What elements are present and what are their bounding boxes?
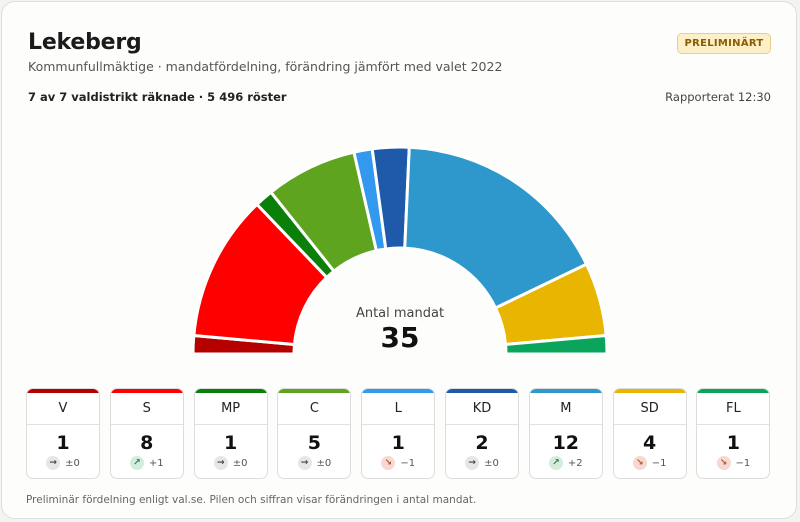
party-color-bar bbox=[110, 389, 183, 393]
party-abbreviation: FL bbox=[697, 393, 770, 425]
seat-change: → ±0 bbox=[27, 456, 99, 470]
seat-change: ↘ −1 bbox=[362, 456, 434, 470]
party-seat-count: 2 bbox=[475, 432, 489, 454]
seat-change-value: +2 bbox=[567, 457, 583, 469]
arrow-down-right-icon: ↘ bbox=[632, 456, 647, 470]
seat-change: ↘ −1 bbox=[697, 456, 769, 470]
seat-change-value: ±0 bbox=[65, 457, 80, 469]
party-tile-mp[interactable]: MP 1 → ±0 bbox=[193, 388, 268, 479]
party-color-bar bbox=[27, 389, 99, 393]
seat-change-value: ±0 bbox=[484, 457, 499, 469]
party-tile-kd[interactable]: KD 2 → ±0 bbox=[445, 388, 519, 479]
party-abbreviation: L bbox=[362, 393, 435, 425]
party-tile-v[interactable]: V 1 → ±0 bbox=[26, 388, 100, 479]
party-tile-s[interactable]: S 8 ↗ +1 bbox=[109, 388, 184, 479]
arrow-right-icon: → bbox=[46, 456, 61, 470]
party-color-bar bbox=[362, 389, 435, 393]
party-abbreviation: MP bbox=[194, 393, 267, 425]
seat-change-value: −1 bbox=[735, 457, 751, 469]
page-subtitle: Kommunfullmäktige · mandatfördelning, fö… bbox=[28, 59, 503, 74]
seat-segment-m[interactable] bbox=[403, 145, 589, 310]
party-seat-count: 12 bbox=[552, 432, 580, 454]
total-seats-value: 35 bbox=[380, 321, 420, 354]
seat-change: ↘ −1 bbox=[614, 456, 686, 470]
arrow-down-right-icon: ↘ bbox=[381, 456, 396, 470]
seat-change-value: ±0 bbox=[232, 457, 248, 469]
party-seat-count: 1 bbox=[726, 432, 740, 454]
page-title: Lekeberg bbox=[28, 30, 142, 55]
seat-change: ↗ +1 bbox=[111, 456, 183, 470]
party-tile-l[interactable]: L 1 ↘ −1 bbox=[361, 388, 436, 479]
arrow-down-right-icon: ↘ bbox=[716, 456, 731, 470]
party-seat-count: 1 bbox=[391, 432, 405, 454]
party-seat-count: 4 bbox=[642, 432, 657, 454]
counting-status: 7 av 7 valdistrikt räknade · 5 496 röste… bbox=[28, 90, 287, 104]
seat-change-value: −1 bbox=[651, 457, 667, 469]
seat-change-value: −1 bbox=[400, 457, 416, 469]
party-abbreviation: S bbox=[110, 393, 183, 425]
party-abbreviation: SD bbox=[613, 393, 686, 425]
party-color-bar bbox=[529, 389, 602, 393]
reported-time: Rapporterat 12:30 bbox=[665, 90, 771, 104]
arrow-up-right-icon: ↗ bbox=[548, 456, 563, 470]
footnote: Preliminär fördelning enligt val.se. Pil… bbox=[26, 494, 477, 506]
seat-change: → ±0 bbox=[195, 456, 267, 470]
party-tile-m[interactable]: M 12 ↗ +2 bbox=[528, 388, 603, 479]
party-color-bar bbox=[446, 389, 518, 393]
party-seat-count: 5 bbox=[307, 432, 321, 454]
party-seat-count: 1 bbox=[56, 432, 70, 454]
status-badge: PRELIMINÄRT bbox=[677, 33, 771, 54]
party-abbreviation: M bbox=[529, 393, 602, 425]
party-color-bar bbox=[613, 389, 686, 393]
party-tile-c[interactable]: C 5 → ±0 bbox=[277, 388, 352, 479]
party-abbreviation: V bbox=[27, 393, 99, 425]
seat-segment-fl[interactable] bbox=[504, 333, 609, 356]
party-tile-fl[interactable]: FL 1 ↘ −1 bbox=[696, 388, 771, 479]
seat-change: → ±0 bbox=[446, 456, 518, 470]
seat-change: → ±0 bbox=[278, 456, 350, 470]
party-seat-count: 1 bbox=[223, 432, 238, 454]
party-abbreviation: KD bbox=[446, 393, 518, 425]
party-seat-count: 8 bbox=[140, 432, 154, 454]
seat-change-value: +1 bbox=[148, 457, 164, 469]
seat-change-value: ±0 bbox=[316, 457, 332, 469]
total-seats-label: Antal mandat bbox=[355, 306, 445, 321]
party-tile-sd[interactable]: SD 4 ↘ −1 bbox=[612, 388, 687, 479]
party-abbreviation: C bbox=[278, 393, 351, 425]
arrow-right-icon: → bbox=[213, 456, 228, 470]
party-color-bar bbox=[697, 389, 770, 393]
arrow-up-right-icon: ↗ bbox=[129, 456, 144, 470]
party-color-bar bbox=[278, 389, 351, 393]
arrow-right-icon: → bbox=[297, 456, 312, 470]
party-color-bar bbox=[194, 389, 267, 393]
seat-change: ↗ +2 bbox=[530, 456, 602, 470]
arrow-right-icon: → bbox=[465, 456, 480, 470]
